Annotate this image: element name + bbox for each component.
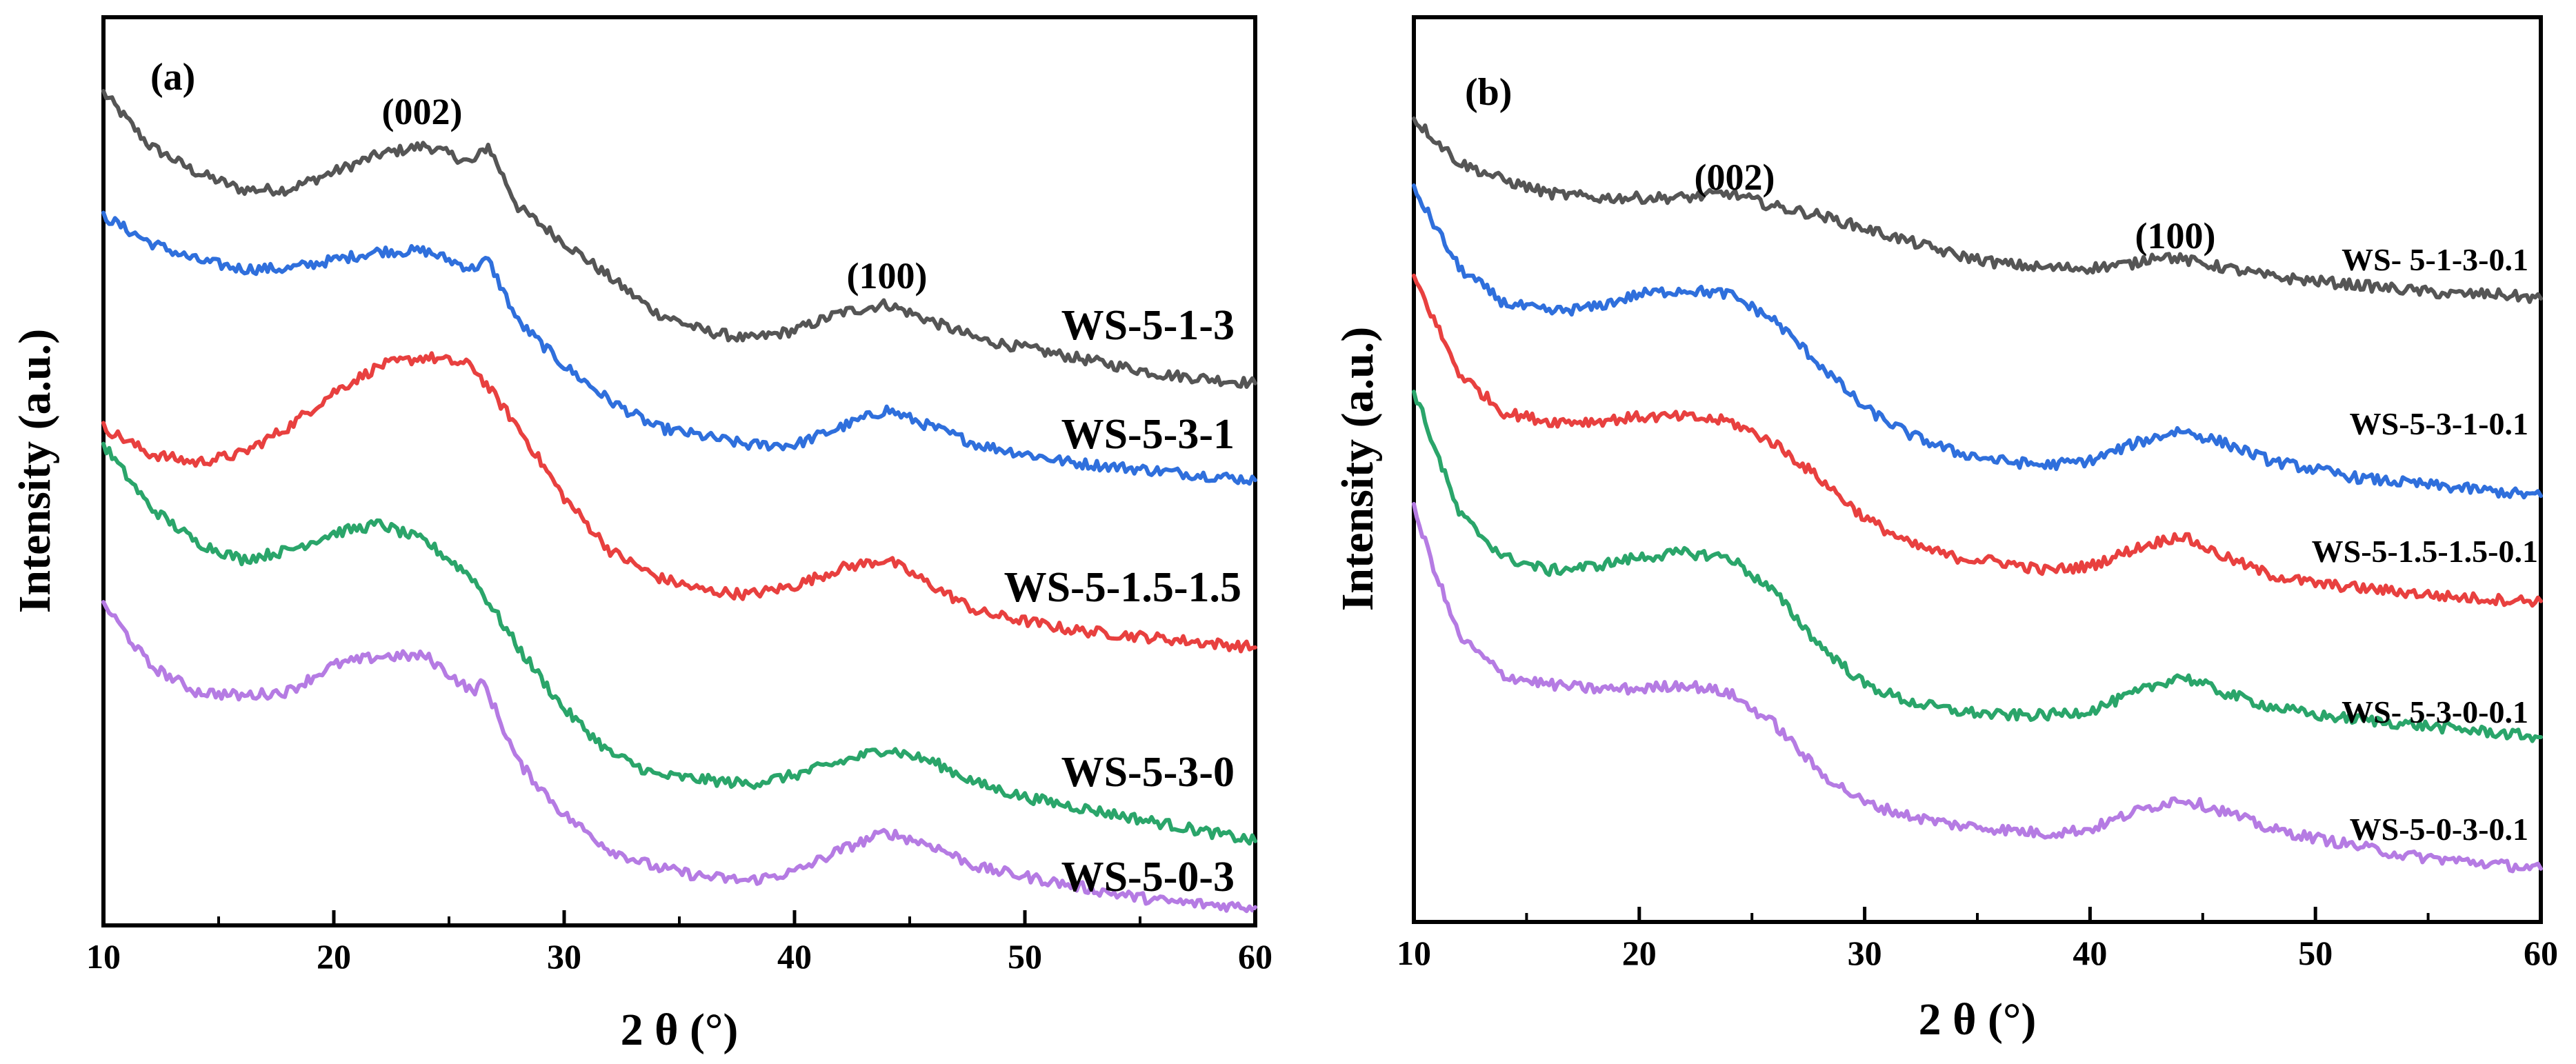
panel-b-series-label-ws-5-3-1-0.1: WS-5-3-1-0.1	[2350, 406, 2528, 441]
panel-a-x-tick-label-60: 60	[1238, 937, 1272, 976]
panel-a: 10 20 30 40 50 60 (a) (002) (100) WS-5-1-3 WS…	[10, 15, 1272, 1055]
panel-b-y-axis-label: Intensity (a.u.)	[1332, 327, 1383, 612]
panel-b-annotation-100: (100)	[2135, 215, 2216, 257]
panel-b-series-label-ws-5-1.5-1.5-0.1: WS-5-1.5-1.5-0.1	[2312, 534, 2538, 569]
panel-a-series-ws-5-1-3	[101, 89, 1257, 389]
panel-a-series-label-ws-5-1.5-1.5: WS-5-1.5-1.5	[1004, 564, 1241, 611]
panel-b-frame	[1412, 15, 2543, 924]
panel-b-x-tick-label-60: 60	[2524, 934, 2558, 972]
panel-b-x-tick-label-40: 40	[2073, 934, 2107, 972]
panel-b-annotation-002: (002)	[1695, 157, 1775, 198]
panel-a-series-label-ws-5-3-1: WS-5-3-1	[1061, 411, 1235, 458]
panel-a-x-tick-label-20: 20	[317, 937, 351, 976]
panel-a-x-ticks: 10 20 30 40 50 60	[86, 910, 1272, 976]
panel-a-x-tick-label-50: 50	[1008, 937, 1042, 976]
panel-a-x-axis-label: 2 θ (°)	[621, 1005, 739, 1055]
panel-b-curves	[1412, 116, 2543, 874]
panel-b-label: (b)	[1465, 71, 1512, 114]
panel-b-series-label-ws-5-1-3-0.1: WS- 5-1-3-0.1	[2342, 242, 2528, 277]
panel-b-x-tick-label-20: 20	[1622, 934, 1657, 972]
panel-b-x-tick-label-10: 10	[1397, 934, 1431, 972]
panel-b-series-ws-5-0-3-0.1	[1412, 501, 2543, 874]
panel-b-x-tick-label-30: 30	[1848, 934, 1882, 972]
panel-b-series-ws-5-3-0-0.1	[1412, 390, 2543, 743]
panel-a-series-label-ws-5-3-0: WS-5-3-0	[1061, 749, 1235, 796]
panel-a-x-tick-label-30: 30	[547, 937, 581, 976]
panel-a-label: (a)	[150, 56, 195, 99]
panel-a-annotation-002: (002)	[382, 91, 463, 132]
panel-b-series-ws-5-1.5-1.5-0.1	[1412, 273, 2543, 608]
panel-a-series-label-ws-5-1-3: WS-5-1-3	[1061, 302, 1235, 349]
panel-b-series-label-ws-5-0-3-0.1: WS-5-0-3-0.1	[2350, 812, 2528, 847]
panel-b-x-ticks: 10 20 30 40 50 60	[1397, 907, 2558, 972]
panel-a-y-axis-label: Intensity (a.u.)	[10, 329, 60, 614]
panel-a-series-ws-5-1.5-1.5	[101, 351, 1257, 654]
panel-a-x-tick-label-10: 10	[86, 937, 121, 976]
panel-b-x-tick-label-50: 50	[2298, 934, 2333, 972]
panel-a-series-ws-5-3-1	[101, 210, 1257, 486]
panel-b-series-ws-5-1-3-0.1	[1412, 116, 2543, 304]
panel-a-curves	[101, 89, 1257, 914]
panel-a-x-tick-label-40: 40	[777, 937, 812, 976]
panel-a-series-ws-5-3-0	[101, 441, 1257, 846]
panel-b-x-axis-label: 2 θ (°)	[1919, 994, 2037, 1045]
panel-a-series-label-ws-5-0-3: WS-5-0-3	[1061, 854, 1235, 901]
panel-b: 10 20 30 40 50 60 (b) (002) (100) WS- 5-1-3-0…	[1332, 15, 2558, 1045]
panel-a-series-ws-5-0-3	[101, 600, 1257, 914]
panel-b-series-ws-5-3-1-0.1	[1412, 183, 2543, 500]
panel-a-annotation-100: (100)	[847, 255, 928, 297]
panel-b-series-label-ws-5-3-0-0.1: WS- 5-3-0-0.1	[2342, 694, 2528, 730]
